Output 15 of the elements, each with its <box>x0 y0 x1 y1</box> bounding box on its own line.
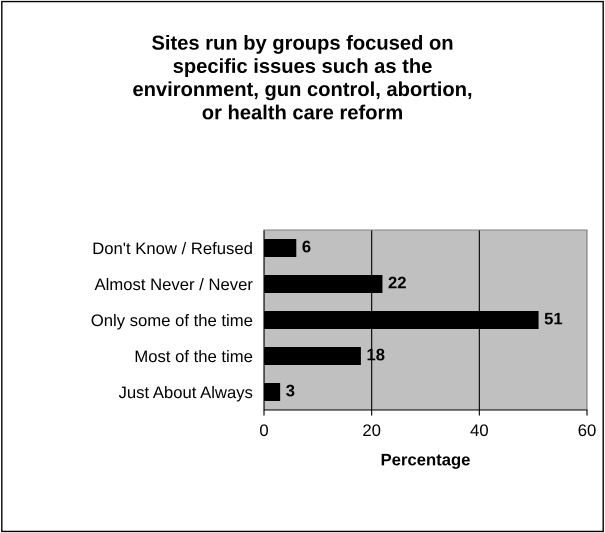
x-tick-label: 20 <box>363 424 380 436</box>
x-tick-label: 40 <box>470 424 488 436</box>
y-tick-label: Most of the time <box>136 350 252 362</box>
x-axis-title: Percentage <box>382 454 470 469</box>
y-tick-label: Don't Know / Refused <box>94 242 252 254</box>
y-tick-label: Just About Always <box>118 386 252 402</box>
y-tick-label: Only some of the time <box>92 314 252 330</box>
y-tick-label: Almost Never / Never <box>94 278 253 290</box>
x-tick-label: 60 <box>578 424 596 436</box>
chart-title: Sites run by groups focused on specific issues such as the environment, gun control, abortion, or health care reform <box>133 35 472 120</box>
data-label: 22 <box>388 276 406 288</box>
data-label: 3 <box>286 384 294 396</box>
x-tick-label: 0 <box>260 424 268 436</box>
data-label: 6 <box>302 240 311 252</box>
data-label: 51 <box>544 312 562 324</box>
